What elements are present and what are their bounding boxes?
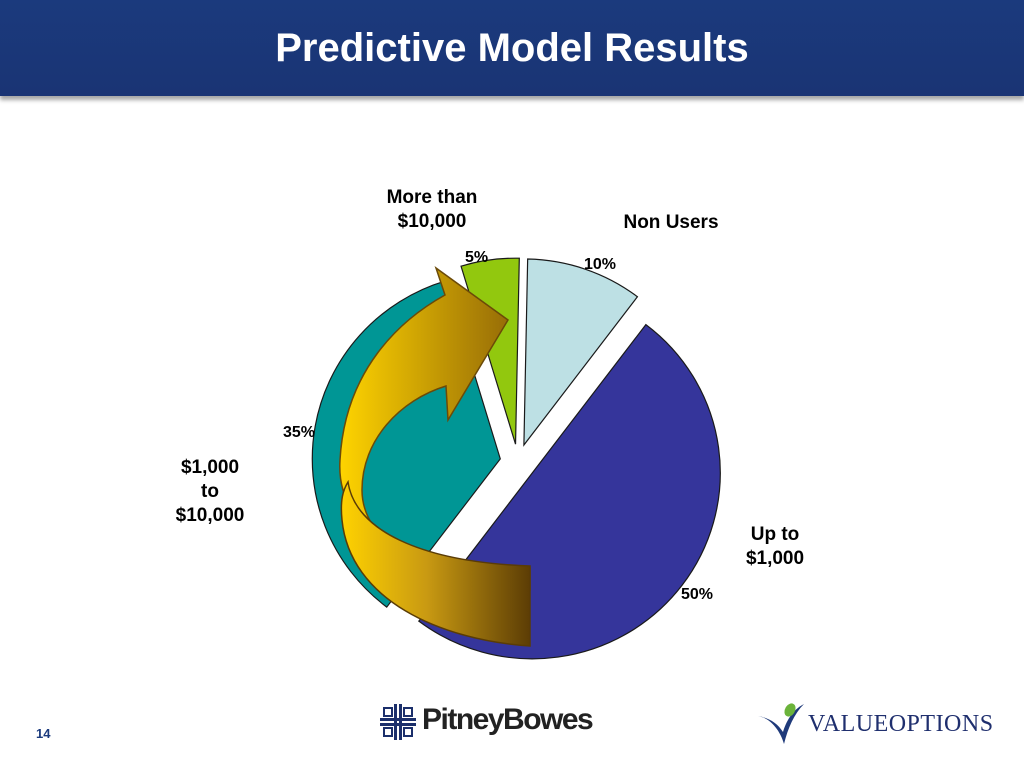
pitney-bowes-logo-text: PitneyBowes: [422, 703, 594, 736]
page-title: Predictive Model Results: [275, 26, 749, 70]
label-more-than: More than $10,000: [352, 186, 512, 234]
percent-10: 10%: [584, 256, 617, 273]
label-mid-line1: $1,000: [180, 457, 240, 478]
label-up-to: Up to $1,000: [720, 523, 830, 571]
percent-35: 35%: [283, 424, 316, 441]
label-up-to-line2: $1,000: [745, 548, 805, 569]
percent-5: 5%: [465, 249, 489, 266]
percent-50: 50%: [681, 586, 714, 603]
pitney-bowes-logo-icon: [380, 704, 416, 740]
valueoptions-logo-text: VALUEOPTIONS: [808, 711, 994, 737]
label-non-users: Non Users: [623, 212, 719, 233]
label-mid-line3: $10,000: [175, 505, 245, 526]
label-mid-line2: to: [201, 481, 219, 502]
curved-arrow-icon: [339, 266, 531, 647]
label-mid: $1,000 to $10,000: [150, 456, 270, 528]
pie-slice-0: [523, 258, 639, 447]
title-bar: Predictive Model Results: [0, 0, 1024, 96]
label-more-than-line1: More than: [386, 187, 478, 208]
label-more-than-line2: $10,000: [397, 211, 467, 232]
slide-number: 14: [36, 726, 51, 741]
valueoptions-logo-icon: [758, 703, 804, 744]
label-up-to-line1: Up to: [750, 524, 800, 545]
